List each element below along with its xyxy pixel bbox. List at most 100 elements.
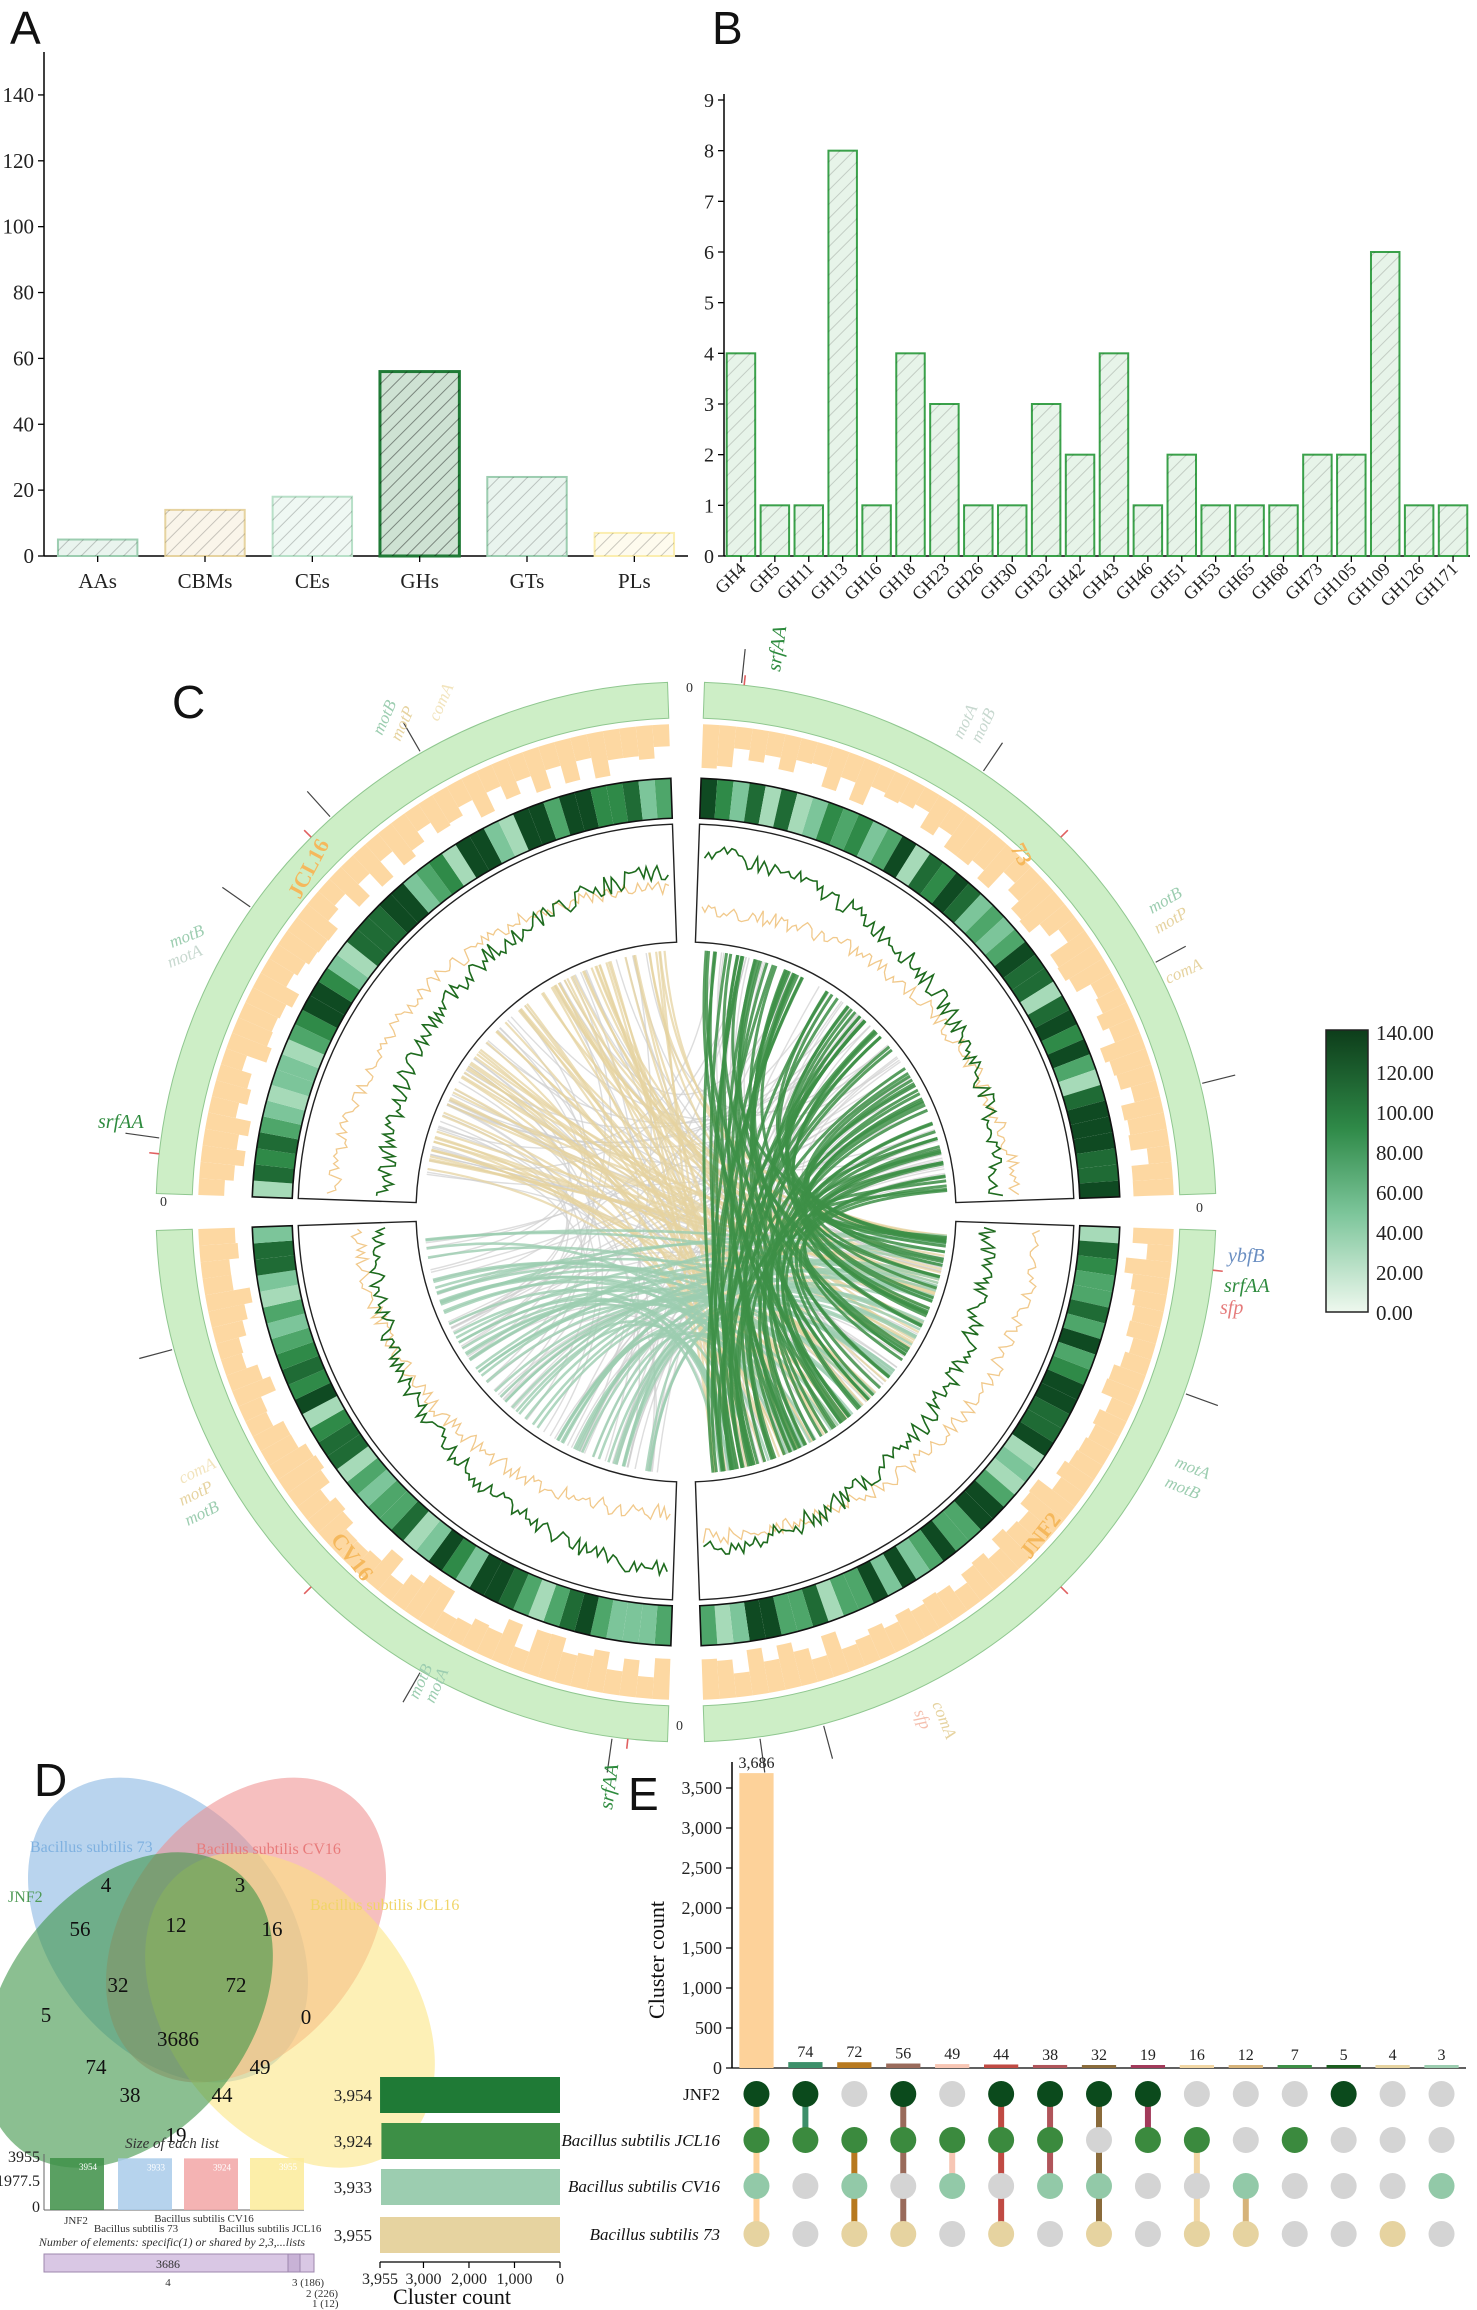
- upset-set-size-label: 3,954: [334, 2086, 373, 2105]
- upset-ytick-label: 1,000: [682, 1978, 723, 1998]
- gene-sfp-jnf2: sfp: [1220, 1297, 1243, 1319]
- gene-srfaa-jcl16: srfAA: [98, 1111, 144, 1133]
- upset-dot: [1331, 2221, 1357, 2247]
- xtick-label-a: GHs: [400, 569, 439, 593]
- bar-hatch-b: [964, 505, 992, 556]
- xtick-label-a: GTs: [510, 569, 545, 593]
- bar-hatch-b: [1032, 404, 1060, 556]
- upset-bar: [886, 2064, 920, 2068]
- gene-ybfb-jnf2: ybfB: [1226, 1245, 1265, 1267]
- upset-bar: [1327, 2065, 1361, 2068]
- ring-histogram-bin: [1147, 1145, 1172, 1164]
- ring-heat-cell: [252, 1226, 293, 1244]
- upset-dot: [988, 2221, 1014, 2247]
- gene-pointer-line: [139, 1350, 172, 1359]
- bar-hatch-b: [761, 505, 789, 556]
- panel-letter-e: E: [628, 1768, 659, 1820]
- upset-set-name: JNF2: [683, 2085, 720, 2104]
- panel-letter-a: A: [10, 2, 41, 54]
- circos-links: [425, 951, 947, 1473]
- upset-dot: [1380, 2173, 1406, 2199]
- gene-coma-jcl16: comA: [424, 680, 457, 724]
- ytick-label-b: 3: [704, 394, 714, 416]
- figure-canvas: A B C D E 020406080100120140AAs CBMs CEs GH…: [0, 0, 1477, 2310]
- xtick-label-b: GH13: [806, 559, 851, 604]
- xtick-label-b: GH65: [1213, 559, 1258, 604]
- bar-hatch-b: [1100, 353, 1128, 556]
- upset-dot: [1233, 2127, 1259, 2153]
- ring-red-tick: [1213, 1270, 1223, 1271]
- bar-hatch-b: [1337, 455, 1365, 556]
- xtick-label-b: GH42: [1044, 559, 1089, 604]
- xtick-label-a: CBMs: [178, 569, 233, 593]
- upset-dot: [1037, 2173, 1063, 2199]
- upset-ylabel: Cluster count: [644, 1901, 669, 2019]
- ring-histogram-bin: [198, 1228, 235, 1246]
- bar-hatch-b: [862, 505, 890, 556]
- upset-dot: [792, 2221, 818, 2247]
- upset-bar-label: 49: [944, 2046, 960, 2063]
- upset-dot: [1331, 2127, 1357, 2153]
- gene-pointer-line: [1202, 1075, 1235, 1083]
- upset-dot: [1086, 2127, 1112, 2153]
- upset-set-bar: [380, 2217, 560, 2253]
- zero-mark-top: 0: [686, 681, 693, 696]
- bar-hatch-b: [998, 505, 1026, 556]
- upset-ytick-label: 2,000: [682, 1898, 723, 1918]
- upset-dot: [1184, 2221, 1210, 2247]
- venn-region-jnf2-jcl16: 38: [120, 2083, 141, 2107]
- upset-bar-label: 72: [846, 2044, 862, 2061]
- upset-bar-label: 3: [1438, 2047, 1446, 2064]
- colorbar-tick-140: 140.00: [1376, 1021, 1434, 1045]
- size-list-ytick-2: 0: [32, 2199, 40, 2216]
- size-list-xlabel-jnf2: JNF2: [64, 2215, 88, 2227]
- upset-set-name: Bacillus subtilis 73: [590, 2225, 720, 2244]
- upset-bar: [1082, 2065, 1116, 2068]
- upset-set-size-label: 3,955: [334, 2226, 372, 2245]
- xtick-label-a: CEs: [295, 569, 330, 593]
- ytick-label-a: 120: [3, 149, 35, 173]
- upset-dot: [1331, 2081, 1357, 2107]
- upset-bar-label: 19: [1140, 2047, 1156, 2064]
- upset-matrix: JNF2 Bacillus subtilis JCL16 Bacillus subt…: [561, 2081, 1454, 2247]
- colorbar-tick-20: 20.00: [1376, 1261, 1423, 1285]
- upset-dot: [988, 2081, 1014, 2107]
- upset-set-name: Bacillus subtilis JCL16: [561, 2131, 720, 2150]
- upset-dot: [890, 2127, 916, 2153]
- xtick-label-b: GH43: [1078, 559, 1123, 604]
- colorbar-tick-0: 0.00: [1376, 1301, 1413, 1325]
- venn-region-73-jcl16: 49: [250, 2055, 271, 2079]
- ytick-label-b: 7: [704, 191, 714, 213]
- upset-dot: [743, 2221, 769, 2247]
- gene-coma-73: comA: [1162, 954, 1206, 987]
- upset-dot: [939, 2173, 965, 2199]
- upset-dot: [1282, 2173, 1308, 2199]
- upset-bars: 05001,0001,5002,0002,5003,0003,5003,6867…: [682, 1755, 1467, 2078]
- venn-label-jnf2: JNF2: [8, 1889, 43, 1906]
- ytick-label-a: 100: [3, 215, 35, 239]
- elements-bottom-1: 1 (12): [312, 2298, 339, 2310]
- bar-hatch-b: [1134, 505, 1162, 556]
- xtick-label-b: GH68: [1247, 559, 1292, 604]
- upset-dot: [939, 2221, 965, 2247]
- upset-ytick-label: 2,500: [682, 1858, 723, 1878]
- gene-pointer-line: [1186, 1394, 1218, 1406]
- bar-hatch-a: [595, 533, 674, 556]
- ytick-label-b: 4: [704, 343, 714, 365]
- bar-hatch-a: [165, 510, 244, 556]
- xtick-label-b: GH53: [1179, 559, 1224, 604]
- bar-hatch-b: [1269, 505, 1297, 556]
- upset-dot: [1184, 2081, 1210, 2107]
- upset-bar: [935, 2064, 969, 2068]
- gene-srfaa-jnf2: srfAA: [1224, 1275, 1270, 1297]
- bar-hatch-b: [1303, 455, 1331, 556]
- upset-dot: [792, 2081, 818, 2107]
- upset-dot: [939, 2081, 965, 2107]
- venn-region-cv16-jcl16: 16: [262, 1917, 283, 1941]
- ring-histogram-bin: [702, 1659, 720, 1700]
- ring-heat-cell: [1079, 1181, 1120, 1199]
- ytick-label-b: 0: [704, 546, 714, 568]
- upset-set-bar: [381, 2169, 560, 2205]
- upset-dot: [1380, 2221, 1406, 2247]
- venn-region-all: 3686: [157, 2027, 199, 2051]
